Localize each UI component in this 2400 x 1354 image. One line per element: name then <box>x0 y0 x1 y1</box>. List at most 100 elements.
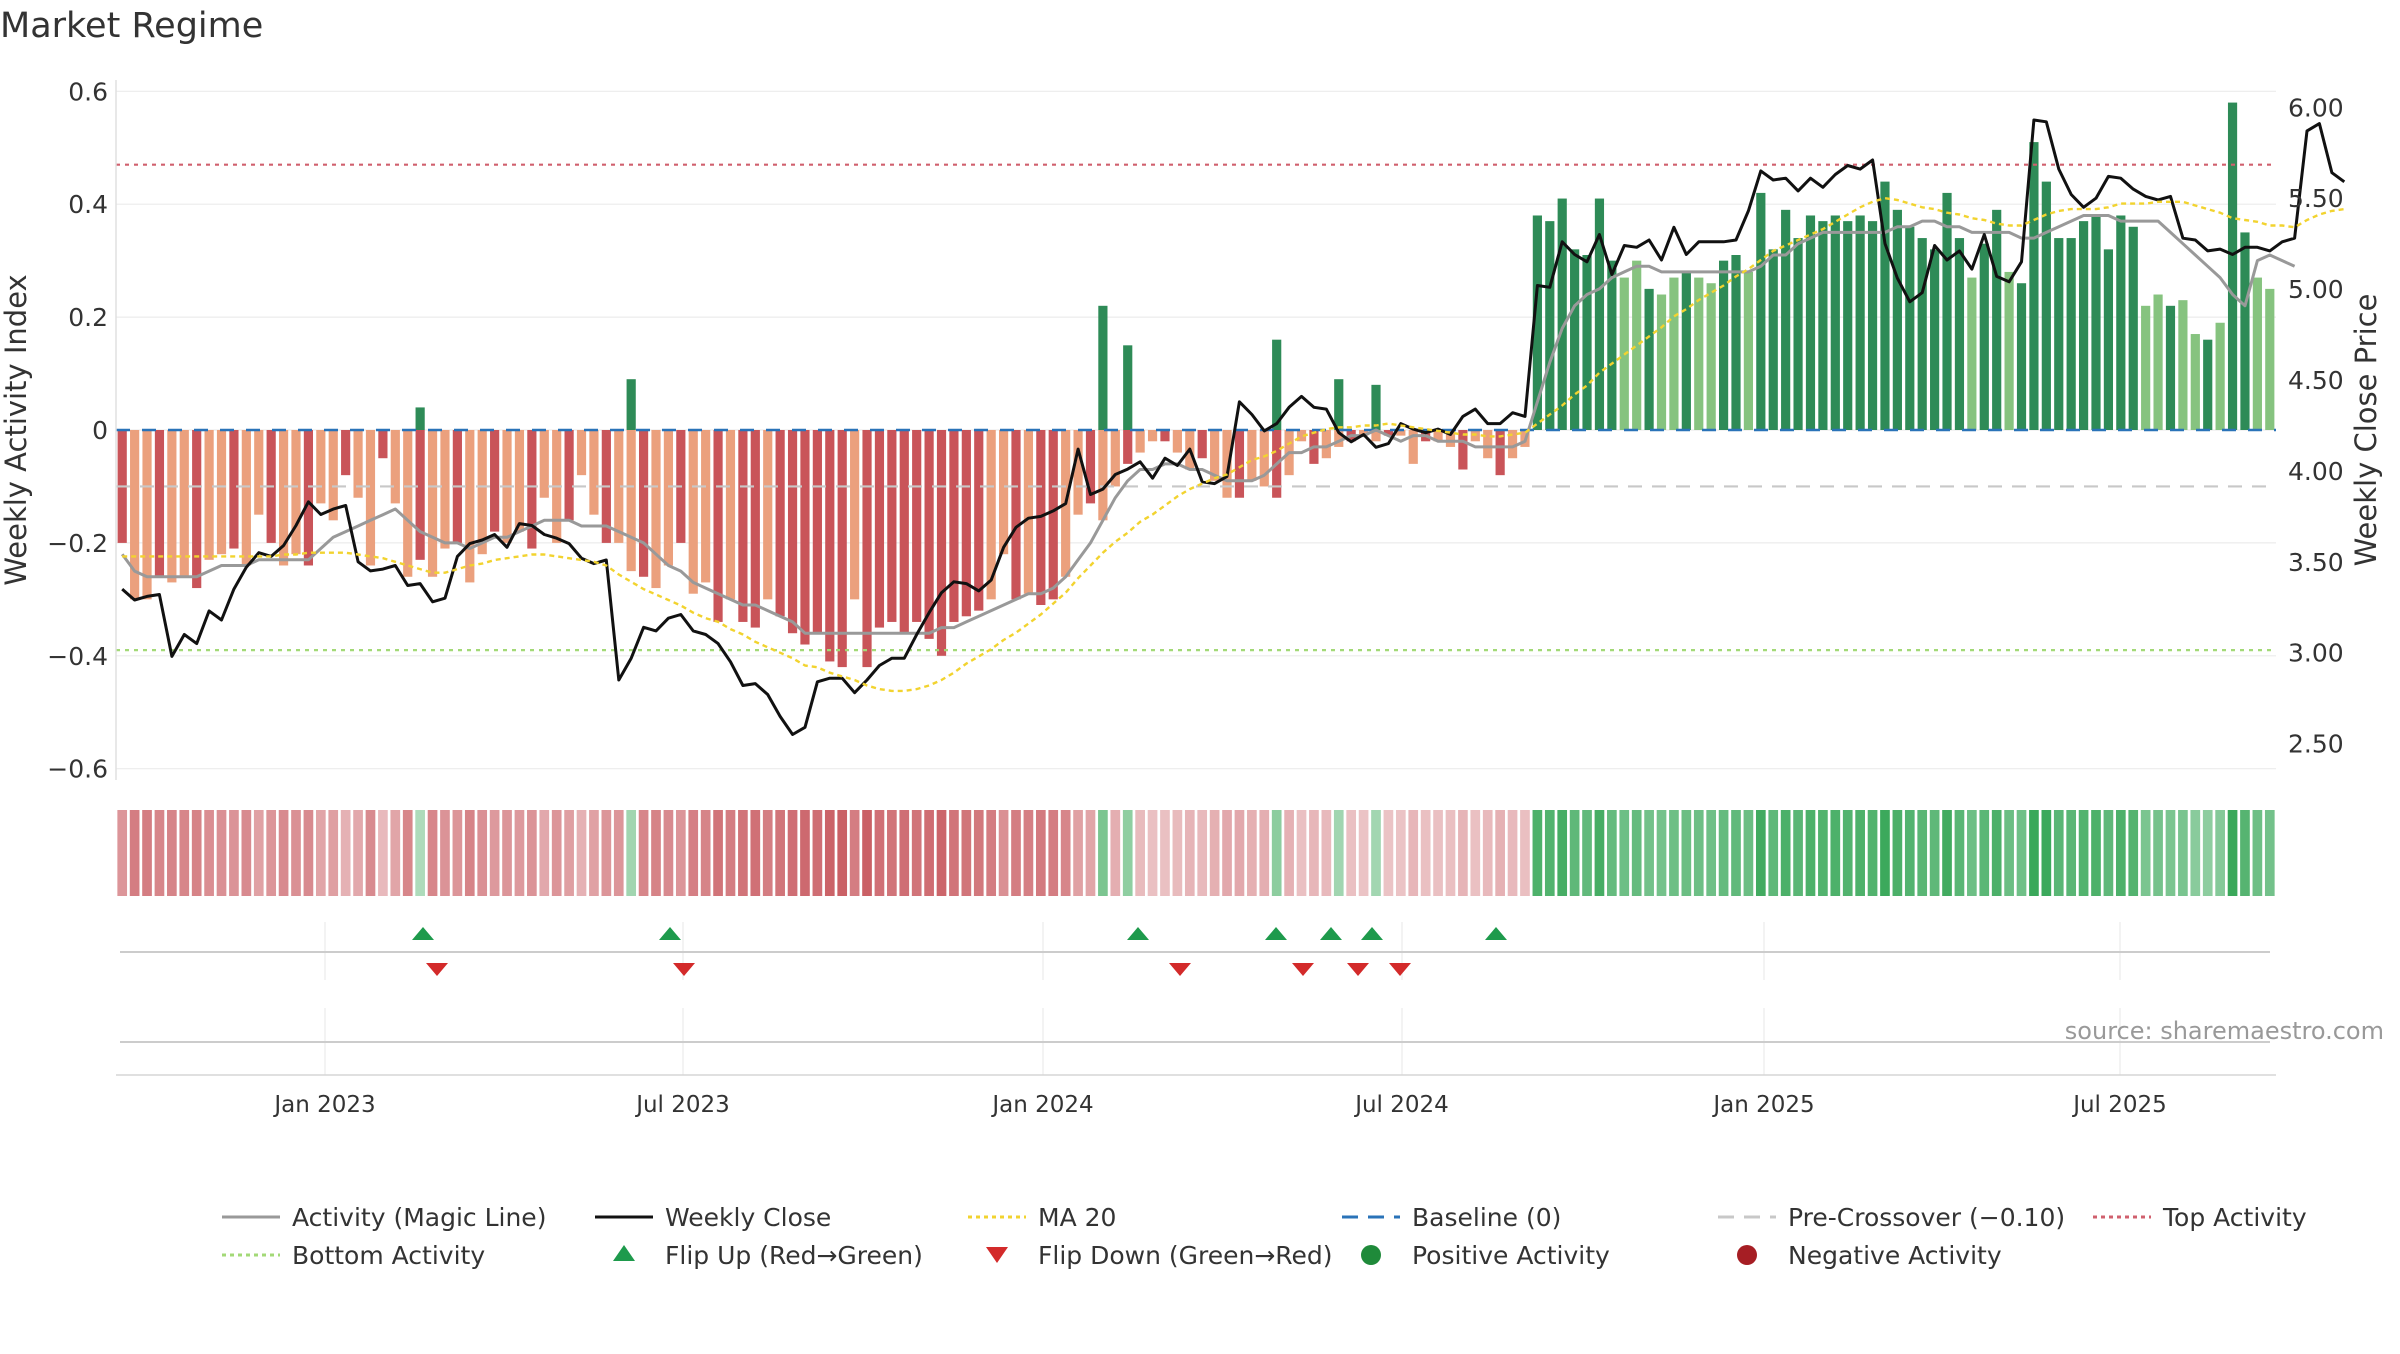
regime-cell <box>626 810 637 896</box>
activity-bar <box>1334 430 1344 447</box>
legend-label: MA 20 <box>1038 1203 1116 1232</box>
regime-cell <box>1011 810 1021 896</box>
regime-cell <box>2178 810 2188 896</box>
regime-cell <box>589 810 599 896</box>
regime-cell <box>2041 810 2052 896</box>
regime-cell <box>1954 810 1965 896</box>
regime-cell <box>613 810 624 896</box>
regime-cell <box>452 810 463 896</box>
activity-bar <box>303 430 314 566</box>
regime-cell <box>117 810 128 896</box>
legend-label: Positive Activity <box>1412 1241 1610 1270</box>
legend-item: Flip Up (Red→Green) <box>613 1241 923 1270</box>
legend-label: Baseline (0) <box>1412 1203 1561 1232</box>
activity-bar <box>1110 430 1120 487</box>
regime-cell <box>1035 810 1046 896</box>
activity-bar <box>576 430 587 476</box>
regime-cell <box>1582 810 1592 896</box>
regime-cell <box>2202 810 2213 896</box>
activity-bar <box>403 430 413 577</box>
left-tick-label: 0.6 <box>68 77 108 106</box>
activity-bar <box>1855 215 1865 430</box>
regime-cell <box>1433 810 1443 896</box>
regime-cell <box>1333 810 1344 896</box>
regime-cell <box>1209 810 1220 896</box>
activity-bar <box>2215 322 2225 430</box>
activity-bar <box>1607 260 1617 430</box>
activity-bar <box>614 430 624 543</box>
activity-bar <box>2116 215 2126 430</box>
activity-bar <box>1123 345 1133 430</box>
flip-up-marker <box>1265 927 1287 940</box>
regime-cell <box>688 810 699 896</box>
activity-bar <box>1445 430 1456 447</box>
activity-bar <box>1011 430 1021 600</box>
flip-up-marker <box>1485 927 1507 940</box>
regime-cell <box>1495 810 1505 896</box>
activity-bar <box>2252 277 2262 430</box>
left-tick-label: −0.2 <box>47 529 108 558</box>
activity-bar <box>2128 226 2138 430</box>
activity-bar <box>1818 221 1828 430</box>
activity-bar <box>1979 243 1989 430</box>
regime-cell <box>887 810 897 896</box>
regime-cell <box>1122 810 1133 896</box>
regime-cell <box>1681 810 1692 896</box>
activity-bar <box>974 430 984 611</box>
regime-cell <box>1309 810 1319 896</box>
regime-cell <box>998 810 1009 896</box>
activity-bar <box>1507 430 1518 459</box>
activity-bar <box>2178 300 2188 430</box>
regime-cell <box>1693 810 1704 896</box>
x-tick-label: Jul 2023 <box>634 1092 730 1118</box>
regime-cell <box>353 810 363 896</box>
legend-item: Weekly Close <box>595 1203 831 1232</box>
regime-cell <box>216 810 227 896</box>
regime-cell <box>1247 810 1257 896</box>
axes: 0.6 0.4 0.2 0 −0.2 −0.4 −0.6 6.00 5.50 5.00 4.50 4.… <box>0 77 2383 1118</box>
regime-cell <box>2252 810 2263 896</box>
legend-label: Pre-Crossover (−0.10) <box>1788 1203 2065 1232</box>
regime-cell <box>1656 810 1667 896</box>
activity-bar <box>1147 430 1158 442</box>
activity-bar <box>1743 271 1754 430</box>
regime-cell <box>2115 810 2126 896</box>
activity-bar <box>589 430 599 515</box>
regime-cell <box>1172 810 1183 896</box>
activity-bar <box>998 430 1009 555</box>
regime-cell <box>2091 810 2101 896</box>
activity-bar <box>663 430 674 566</box>
activity-bar <box>241 430 251 566</box>
regime-cell <box>1644 810 1654 896</box>
activity-bar <box>1880 181 1890 430</box>
activity-bar <box>949 430 959 622</box>
activity-bar <box>1656 294 1667 430</box>
regime-cell <box>1991 810 2002 896</box>
chart-title: Market Regime <box>0 6 263 46</box>
activity-bar <box>1905 226 1915 430</box>
regime-cell <box>365 810 376 896</box>
flip-up-marker <box>659 927 681 940</box>
activity-bar <box>1172 430 1182 453</box>
legend-item: Flip Down (Green→Red) <box>986 1241 1333 1270</box>
activity-bar <box>1495 430 1505 476</box>
regime-cell <box>824 810 835 896</box>
regime-cell <box>1470 810 1481 896</box>
activity-bar <box>1098 430 1108 521</box>
regime-cell <box>1110 810 1121 896</box>
legend-item: Bottom Activity <box>222 1241 485 1270</box>
activity-bar <box>1892 209 1902 430</box>
activity-bar <box>825 430 835 662</box>
regime-cell <box>489 810 500 896</box>
regime-cell <box>936 810 947 896</box>
flip-markers <box>116 922 2276 1076</box>
activity-bar <box>2066 238 2076 430</box>
regime-cell <box>1532 810 1543 896</box>
activity-bar <box>1085 430 1096 504</box>
regime-cell <box>266 810 277 896</box>
activity-bar <box>1793 238 1803 430</box>
regime-cell <box>1048 810 1059 896</box>
regime-cell <box>564 810 574 896</box>
activity-bar <box>1930 249 1940 430</box>
activity-bar <box>1781 209 1791 430</box>
